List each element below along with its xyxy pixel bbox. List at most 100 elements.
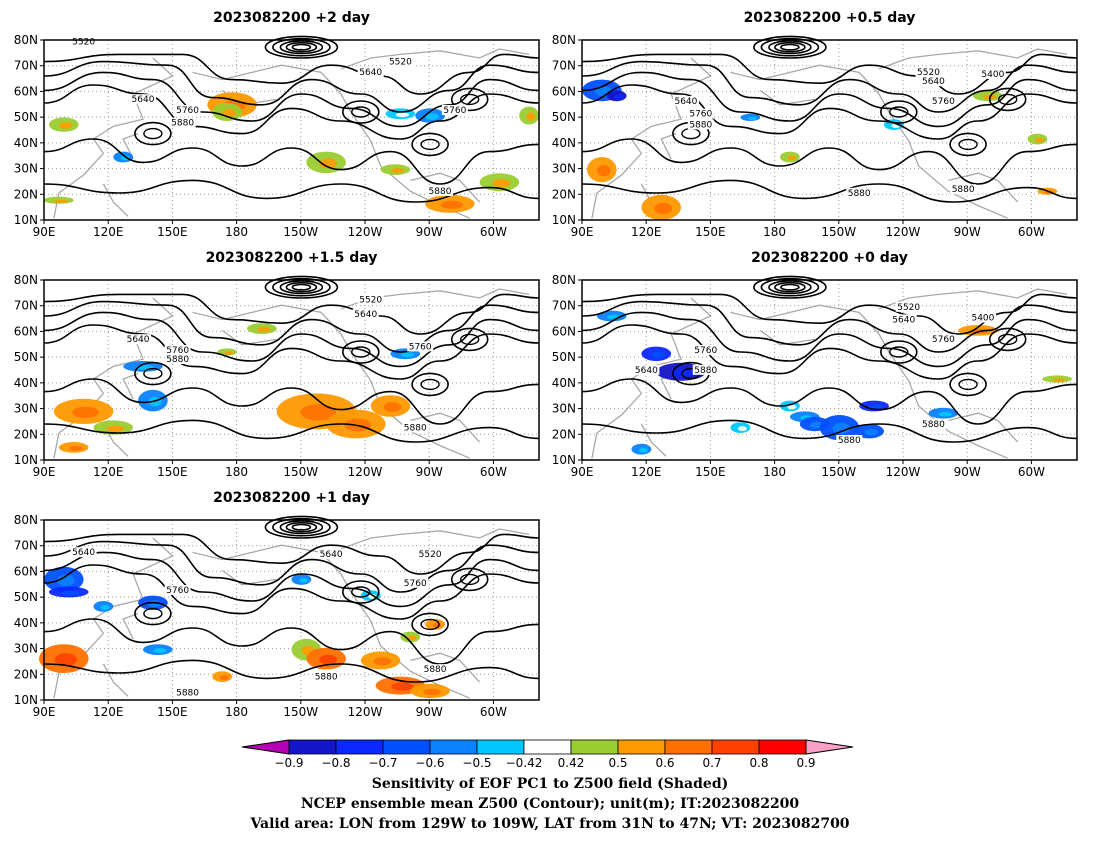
sensitivity-core xyxy=(69,445,83,451)
lon-label: 150E xyxy=(157,705,188,719)
contour-label-bg xyxy=(920,76,947,87)
sensitivity-core xyxy=(492,179,511,188)
contour-label: 5880 xyxy=(424,665,447,675)
lat-label: 80N xyxy=(552,273,576,287)
colorbar-tick-label: 0.8 xyxy=(749,756,768,770)
colorbar-arrow-high xyxy=(805,739,854,755)
contour-cell xyxy=(134,601,172,626)
contour-label-bg xyxy=(692,364,719,375)
coastline xyxy=(730,304,1008,459)
coastline xyxy=(591,57,712,219)
coastline xyxy=(102,183,129,217)
sensitivity-core xyxy=(407,635,417,641)
contour-ring xyxy=(768,280,812,295)
contour-label-bg xyxy=(441,105,468,115)
contour-label: 5880 xyxy=(166,355,189,365)
contour-label: 5760 xyxy=(932,97,955,107)
contour-cell xyxy=(988,327,1027,352)
contour-label: 5520 xyxy=(72,38,95,48)
contour-label-bg xyxy=(387,56,414,67)
lon-label: 120E xyxy=(93,705,124,719)
contour-label-bg xyxy=(318,549,345,559)
contour-ring xyxy=(753,275,827,299)
sensitivity-core xyxy=(395,112,410,118)
lon-label: 120E xyxy=(631,465,662,479)
colorbar-bin xyxy=(570,739,619,755)
contour-label-bg xyxy=(915,67,942,78)
sensitivity-core xyxy=(1052,378,1066,382)
sensitivity-core xyxy=(106,425,125,432)
map-background xyxy=(44,520,539,700)
lat-label: 10N xyxy=(14,693,38,707)
contour-cell xyxy=(134,121,172,146)
contour-label-bg xyxy=(920,418,947,429)
map-background xyxy=(44,40,539,220)
colorbar-tick-label: 0.5 xyxy=(608,756,627,770)
sensitivity-core xyxy=(597,164,611,177)
sensitivity-core xyxy=(864,428,878,436)
panel-title: 2023082200 +1.5 day xyxy=(206,250,378,266)
contour-label: 5880 xyxy=(404,423,427,433)
lon-label: 150W xyxy=(821,465,856,479)
lon-label: 90W xyxy=(416,705,443,719)
coastline xyxy=(759,89,815,106)
contour-label: 5880 xyxy=(922,420,945,430)
contour-label: 5640 xyxy=(674,97,697,107)
lon-label: 150W xyxy=(283,225,318,239)
map-frame xyxy=(581,279,1078,461)
contour-line xyxy=(581,53,1078,95)
contour-label-bg xyxy=(692,345,719,355)
lat-label: 40N xyxy=(552,376,576,390)
contour-cell xyxy=(998,333,1018,346)
lat-label: 60N xyxy=(14,324,38,338)
lat-label: 10N xyxy=(14,453,38,467)
contour-label-bg xyxy=(427,186,453,196)
caption-line-3: Valid area: LON from 129W to 109W, LAT f… xyxy=(250,816,850,832)
lat-label: 50N xyxy=(14,590,38,604)
lat-label: 40N xyxy=(14,616,38,630)
lat-label: 80N xyxy=(14,273,38,287)
lon-label: 120E xyxy=(93,465,124,479)
contour-line xyxy=(581,293,1078,335)
colorbar-bin xyxy=(288,739,337,755)
contour-line xyxy=(581,378,1078,425)
colorbar-tick-label: −0.5 xyxy=(462,756,491,770)
contour-ring xyxy=(279,280,324,295)
contour-label-bg xyxy=(836,435,863,445)
contour-cell xyxy=(420,618,440,631)
contour-label: 5640 xyxy=(892,315,915,325)
lat-label: 70N xyxy=(14,299,38,313)
contour-label-bg xyxy=(357,67,384,78)
contour-cell xyxy=(143,607,163,620)
contour-cell xyxy=(450,567,489,592)
sensitivity-core xyxy=(614,94,624,100)
lon-label: 120W xyxy=(886,225,921,239)
sensitivity-core xyxy=(787,404,797,410)
sensitivity-core xyxy=(298,577,308,583)
colorbar-tick-label: −0.8 xyxy=(321,756,350,770)
sensitivity-core xyxy=(425,113,439,120)
contour-line xyxy=(43,138,540,185)
contour-label-bg xyxy=(70,36,97,47)
contour-label-bg xyxy=(164,585,191,595)
contour-label-bg xyxy=(890,314,917,325)
contour-label-bg xyxy=(687,108,714,119)
contour-label-bg xyxy=(174,687,201,698)
map-frame xyxy=(43,279,540,461)
contour-label: 5760 xyxy=(932,335,955,345)
contour-cell xyxy=(988,87,1027,112)
contour-cell xyxy=(420,138,440,151)
coastline xyxy=(340,528,530,550)
lon-label: 150E xyxy=(157,225,188,239)
contour-label-bg xyxy=(422,664,449,675)
sensitivity-core xyxy=(654,202,673,215)
contour-line xyxy=(43,84,540,140)
contour-cell xyxy=(958,378,978,391)
contour-ring xyxy=(285,41,318,53)
sensitivity-core xyxy=(300,404,337,421)
colorbar-bin xyxy=(758,739,807,755)
contour-label-bg xyxy=(164,354,191,364)
colorbar: −0.9 −0.8 −0.7 −0.6 −0.5 −0.42 0.42 0.5 0.6 0.7 0.… xyxy=(241,739,854,770)
lon-label: 90E xyxy=(571,465,594,479)
contour-ring xyxy=(291,43,312,51)
